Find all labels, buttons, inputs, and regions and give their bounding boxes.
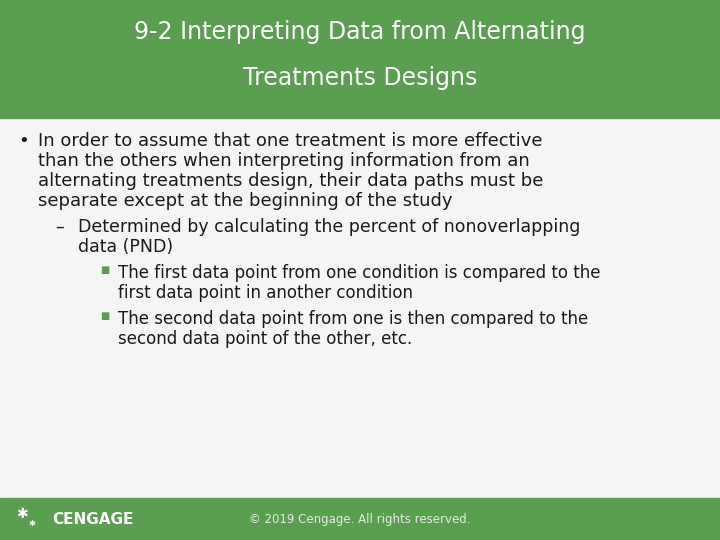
Text: The second data point from one is then compared to the: The second data point from one is then c… xyxy=(118,310,588,328)
Text: © 2019 Cengage. All rights reserved.: © 2019 Cengage. All rights reserved. xyxy=(249,512,471,525)
Text: separate except at the beginning of the study: separate except at the beginning of the … xyxy=(38,192,452,210)
Text: Treatments Designs: Treatments Designs xyxy=(243,66,477,90)
Text: Determined by calculating the percent of nonoverlapping: Determined by calculating the percent of… xyxy=(78,218,580,236)
Text: alternating treatments design, their data paths must be: alternating treatments design, their dat… xyxy=(38,172,544,190)
Text: second data point of the other, etc.: second data point of the other, etc. xyxy=(118,330,413,348)
Text: ✱: ✱ xyxy=(29,518,35,528)
Text: –: – xyxy=(55,218,64,236)
Text: •: • xyxy=(18,132,29,150)
Text: data (PND): data (PND) xyxy=(78,238,173,256)
Text: In order to assume that one treatment is more effective: In order to assume that one treatment is… xyxy=(38,132,542,150)
Text: The first data point from one condition is compared to the: The first data point from one condition … xyxy=(118,264,600,282)
Bar xyxy=(0,498,720,540)
Text: CENGAGE: CENGAGE xyxy=(52,511,133,526)
Text: than the others when interpreting information from an: than the others when interpreting inform… xyxy=(38,152,530,170)
Text: 9-2 Interpreting Data from Alternating: 9-2 Interpreting Data from Alternating xyxy=(134,20,586,44)
Bar xyxy=(0,0,720,118)
Text: first data point in another condition: first data point in another condition xyxy=(118,284,413,302)
Text: ✱: ✱ xyxy=(16,507,28,521)
Text: ■: ■ xyxy=(100,265,109,275)
Text: ■: ■ xyxy=(100,311,109,321)
